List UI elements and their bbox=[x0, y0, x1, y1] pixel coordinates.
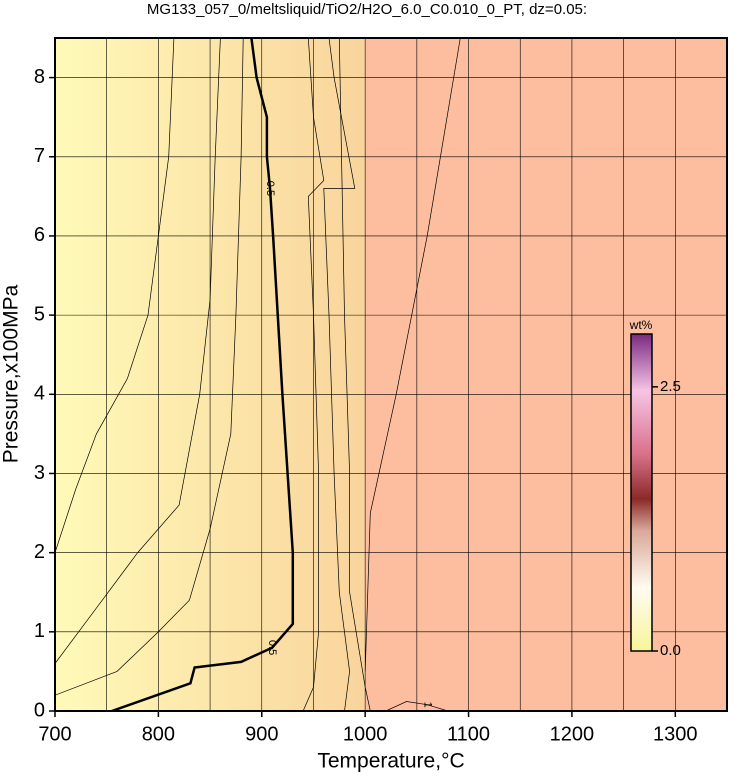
x-tick-label: 1300 bbox=[653, 723, 698, 745]
contour-line bbox=[111, 38, 295, 711]
contour-label: 0.5 bbox=[264, 181, 276, 196]
chart-title: MG133_057_0/meltsliquid/TiO2/H2O_6.0_C0.… bbox=[147, 1, 587, 18]
x-tick-label: 800 bbox=[142, 723, 175, 745]
y-tick-label: 8 bbox=[34, 66, 45, 88]
contour-line bbox=[338, 38, 371, 711]
colorbar bbox=[630, 333, 653, 652]
contours: 0.5 0.5 1 bbox=[55, 38, 461, 711]
contour-line bbox=[385, 701, 449, 711]
y-tick-label: 2 bbox=[34, 541, 45, 563]
x-tick-label: 1100 bbox=[447, 723, 490, 745]
contour-line bbox=[55, 38, 175, 553]
y-tick-label: 0 bbox=[34, 699, 45, 721]
y-tick-label: 1 bbox=[34, 620, 45, 642]
field-low bbox=[55, 38, 366, 711]
y-tick-label: 3 bbox=[34, 462, 45, 484]
x-tick-label: 900 bbox=[245, 723, 278, 745]
y-tick-label: 7 bbox=[34, 145, 45, 167]
y-axis-label: Pressure,x100MPa bbox=[0, 284, 23, 463]
field-high bbox=[366, 38, 727, 711]
contour-line bbox=[364, 38, 461, 672]
contour-label: 0.5 bbox=[266, 640, 278, 655]
contour-line bbox=[302, 38, 325, 711]
contour-label: 1 bbox=[421, 702, 433, 708]
y-tick-label: 5 bbox=[34, 303, 45, 325]
colorbar-tick-label: 2.5 bbox=[660, 378, 681, 395]
x-tick-label: 1000 bbox=[343, 723, 388, 745]
colorbar-title: wt% bbox=[629, 318, 653, 332]
y-tick-label: 4 bbox=[34, 383, 45, 405]
x-axis-label: Temperature,°C bbox=[317, 750, 464, 773]
x-tick-label: 700 bbox=[38, 723, 71, 745]
contour-line bbox=[55, 38, 244, 696]
plot-frame bbox=[54, 37, 728, 712]
x-tick-label: 1200 bbox=[550, 723, 595, 745]
y-tick-label: 6 bbox=[34, 224, 45, 246]
contour-line bbox=[55, 38, 221, 664]
colorbar-tick-label: 0.0 bbox=[660, 642, 681, 659]
